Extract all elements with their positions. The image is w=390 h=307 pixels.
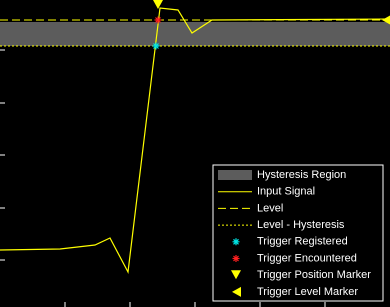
legend-swatch: [232, 286, 241, 297]
legend-label: Hysteresis Region: [257, 169, 346, 181]
legend-label: Level - Hysteresis: [257, 219, 345, 231]
marker: [153, 0, 163, 9]
marker: [382, 15, 390, 25]
legend-label: Trigger Level Marker: [257, 286, 358, 298]
legend-swatch: [232, 238, 240, 246]
input-signal: [0, 7, 390, 274]
marker: [152, 42, 160, 50]
legend-label: Input Signal: [257, 186, 315, 198]
legend-swatch: [232, 255, 240, 262]
legend-swatch: [231, 270, 241, 280]
marker: [154, 16, 162, 24]
legend-label: Trigger Registered: [257, 236, 348, 248]
legend-label: Trigger Encountered: [257, 252, 357, 264]
legend-box: [212, 164, 384, 302]
legend-label: Level: [257, 202, 283, 214]
hysteresis-region: [0, 22, 390, 46]
legend-swatch: [218, 170, 252, 180]
legend-label: Trigger Position Marker: [257, 269, 371, 281]
